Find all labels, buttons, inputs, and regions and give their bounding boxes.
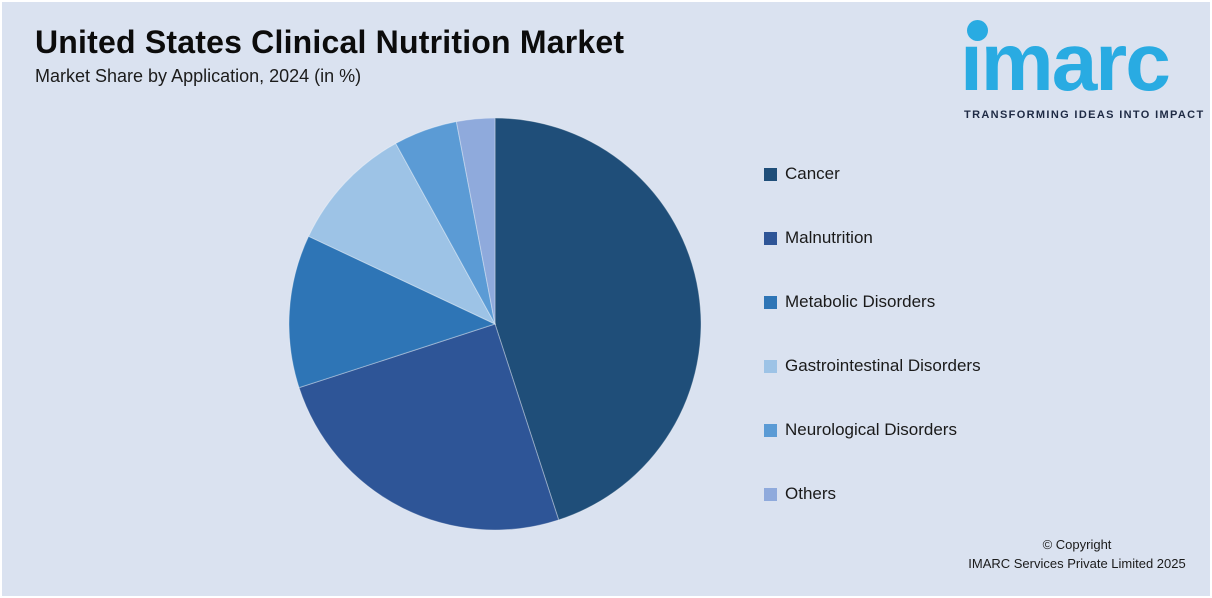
legend-swatch-icon (764, 487, 777, 501)
legend-item-others: Others (764, 484, 981, 503)
legend-item-malnutrition: Malnutrition (764, 228, 981, 247)
pie-slice-metabolic-disorders (288, 235, 497, 389)
legend-label: Malnutrition (785, 228, 873, 247)
pie-slice-gastrointestinal-disorders (307, 142, 497, 326)
legend-swatch-icon (764, 359, 777, 373)
logo-brand-text: ımarc (960, 17, 1171, 108)
copyright-line2: IMARC Services Private Limited 2025 (968, 556, 1186, 571)
legend-label: Neurological Disorders (785, 420, 957, 439)
chart-legend: Cancer Malnutrition Metabolic Disorders … (764, 164, 981, 503)
legend-item-neurological-disorders: Neurological Disorders (764, 420, 981, 439)
legend-label: Cancer (785, 164, 840, 183)
copyright-line1: © Copyright (1042, 537, 1112, 552)
pie-slice-cancer (494, 117, 702, 521)
logo-tagline: TRANSFORMING IDEAS INTO IMPACT (964, 109, 1205, 121)
pie-chart (288, 117, 702, 531)
legend-swatch-icon (764, 295, 777, 309)
legend-item-gastrointestinal-disorders: Gastrointestinal Disorders (764, 356, 981, 375)
copyright-notice: © Copyright IMARC Services Private Limit… (960, 535, 1194, 573)
page-title: United States Clinical Nutrition Market (35, 24, 625, 60)
page-subtitle: Market Share by Application, 2024 (in %) (35, 66, 362, 86)
legend-swatch-icon (764, 167, 777, 181)
pie-slice-neurological-disorders (395, 121, 496, 325)
legend-swatch-icon (764, 231, 777, 245)
pie-chart-container (288, 117, 702, 531)
logo-dot-icon (967, 20, 988, 41)
legend-item-metabolic-disorders: Metabolic Disorders (764, 292, 981, 311)
legend-swatch-icon (764, 423, 777, 437)
legend-label: Metabolic Disorders (785, 292, 936, 311)
pie-slice-malnutrition (298, 323, 560, 531)
legend-label: Others (785, 484, 837, 503)
pie-slice-others (455, 117, 496, 325)
legend-item-cancer: Cancer (764, 164, 981, 183)
legend-label: Gastrointestinal Disorders (785, 356, 981, 375)
imarc-logo: ımarc TRANSFORMING IDEAS INTO IMPACT (960, 10, 1203, 121)
